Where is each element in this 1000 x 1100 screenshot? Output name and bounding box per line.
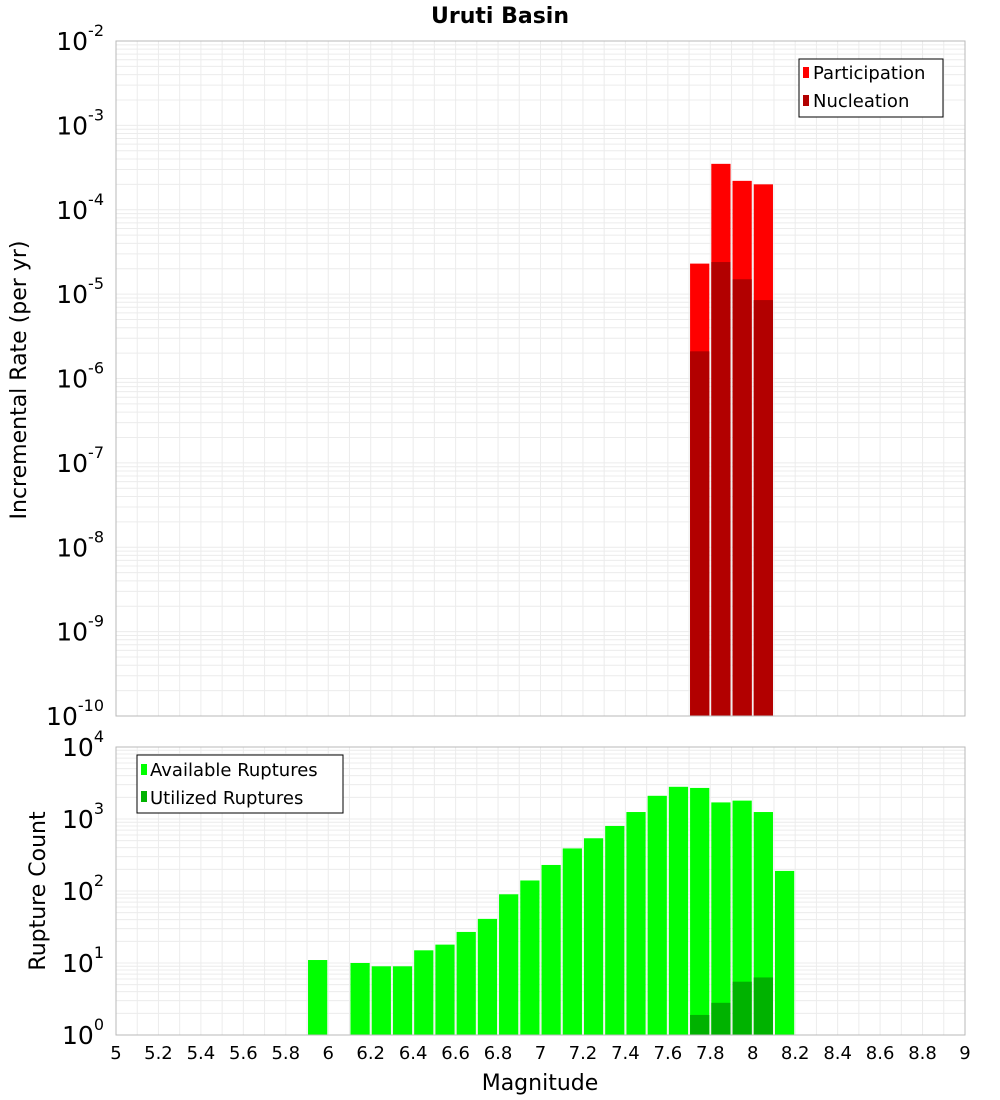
y-tick-label: 10-3 [56, 105, 104, 140]
y-tick-label: 10-5 [56, 274, 104, 309]
x-tick-label: 8.4 [823, 1043, 852, 1064]
bar-available-ruptures [647, 795, 667, 1035]
chart-title: Uruti Basin [431, 4, 569, 29]
bar-available-ruptures [435, 944, 455, 1035]
y-tick-label: 10-8 [56, 527, 104, 562]
x-tick-label: 9 [959, 1043, 970, 1064]
bar-available-ruptures [456, 931, 476, 1035]
y-tick-label: 104 [62, 727, 104, 762]
y-tick-label: 101 [62, 943, 104, 978]
x-tick-label: 6.2 [356, 1043, 385, 1064]
bar-available-ruptures [392, 966, 413, 1035]
y-tick-label: 10-6 [56, 359, 104, 394]
x-tick-label: 8.6 [866, 1043, 895, 1064]
bottom-y-axis-title: Rupture Count [26, 811, 51, 971]
bar-available-ruptures [668, 786, 689, 1035]
legend-swatch-utilized [141, 791, 147, 802]
y-tick-label: 100 [62, 1015, 104, 1050]
legend-swatch-participation [803, 67, 809, 78]
y-tick-label: 10-2 [56, 21, 104, 56]
y-tick-label: 10-7 [56, 443, 104, 478]
bar-available-ruptures [499, 894, 519, 1035]
x-tick-label: 7 [535, 1043, 546, 1064]
bar-available-ruptures [541, 864, 561, 1035]
bar-available-ruptures [690, 787, 710, 1035]
legend-swatch-available [141, 764, 147, 775]
bar-nucleation [753, 300, 773, 716]
y-tick-label: 102 [62, 871, 104, 906]
bar-nucleation [732, 279, 752, 716]
bottom-plot-bars [308, 786, 795, 1035]
top-y-tick-labels: 10-10 10-9 10-8 10-7 10-6 10-5 10-4 10-3 10-2 [46, 21, 104, 731]
bar-utilized-ruptures [753, 977, 773, 1035]
bar-utilized-ruptures [690, 1014, 710, 1035]
top-plot-bars [690, 163, 773, 717]
bar-available-ruptures [732, 800, 752, 1035]
bar-available-ruptures [583, 838, 604, 1035]
bar-nucleation [690, 351, 710, 716]
x-tick-label: 8 [747, 1043, 758, 1064]
bottom-y-tick-labels: 100 101 102 103 104 [62, 727, 104, 1050]
bar-available-ruptures [626, 812, 646, 1035]
y-tick-label: 10-9 [56, 612, 104, 647]
bar-available-ruptures [774, 870, 795, 1035]
bar-available-ruptures [562, 848, 582, 1035]
bar-available-ruptures [520, 880, 540, 1035]
bar-available-ruptures [414, 950, 434, 1035]
bar-available-ruptures [350, 963, 370, 1035]
legend-swatch-nucleation [803, 95, 809, 106]
x-tick-label: 8.2 [781, 1043, 810, 1064]
x-axis-title: Magnitude [482, 1071, 599, 1096]
x-tick-label: 5.2 [144, 1043, 173, 1064]
x-tick-label: 7.6 [654, 1043, 683, 1064]
legend-label-utilized: Utilized Ruptures [150, 788, 303, 809]
x-tick-label: 6.8 [484, 1043, 513, 1064]
x-tick-label: 6.4 [399, 1043, 428, 1064]
x-tick-label: 5 [110, 1043, 121, 1064]
y-tick-label: 10-4 [56, 190, 104, 225]
y-tick-label: 10-10 [46, 696, 104, 731]
y-tick-label: 103 [62, 799, 104, 834]
x-tick-label: 5.6 [229, 1043, 258, 1064]
x-tick-label: 6 [323, 1043, 334, 1064]
top-legend: Participation Nucleation [798, 58, 944, 118]
top-plot-grid [115, 41, 966, 717]
legend-label-available: Available Ruptures [150, 760, 318, 781]
bar-available-ruptures [371, 966, 391, 1035]
x-tick-label: 7.4 [611, 1043, 640, 1064]
bar-available-ruptures [711, 802, 731, 1035]
bar-nucleation [711, 262, 731, 716]
bottom-plot-frame [115, 746, 966, 1036]
x-tick-labels: 5 5.2 5.4 5.6 5.8 6 6.2 6.4 6.6 6.8 7 7.2 7.4 7.6 7.8 8… [110, 1043, 970, 1064]
x-tick-label: 7.2 [569, 1043, 598, 1064]
top-y-axis-title: Incremental Rate (per yr) [7, 241, 32, 520]
x-tick-label: 7.8 [696, 1043, 725, 1064]
legend-label-nucleation: Nucleation [813, 91, 909, 112]
bar-utilized-ruptures [732, 981, 752, 1035]
x-tick-label: 6.6 [441, 1043, 470, 1064]
legend-label-participation: Participation [813, 63, 925, 84]
bottom-legend: Available Ruptures Utilized Ruptures [136, 754, 344, 814]
bar-utilized-ruptures [711, 1002, 731, 1035]
x-tick-label: 5.8 [271, 1043, 300, 1064]
bottom-plot-grid [115, 747, 966, 1036]
top-plot-frame [115, 40, 966, 717]
x-tick-label: 5.4 [187, 1043, 216, 1064]
x-tick-label: 8.8 [908, 1043, 937, 1064]
bar-available-ruptures [308, 960, 328, 1035]
bar-available-ruptures [477, 918, 498, 1035]
bar-available-ruptures [605, 825, 625, 1035]
